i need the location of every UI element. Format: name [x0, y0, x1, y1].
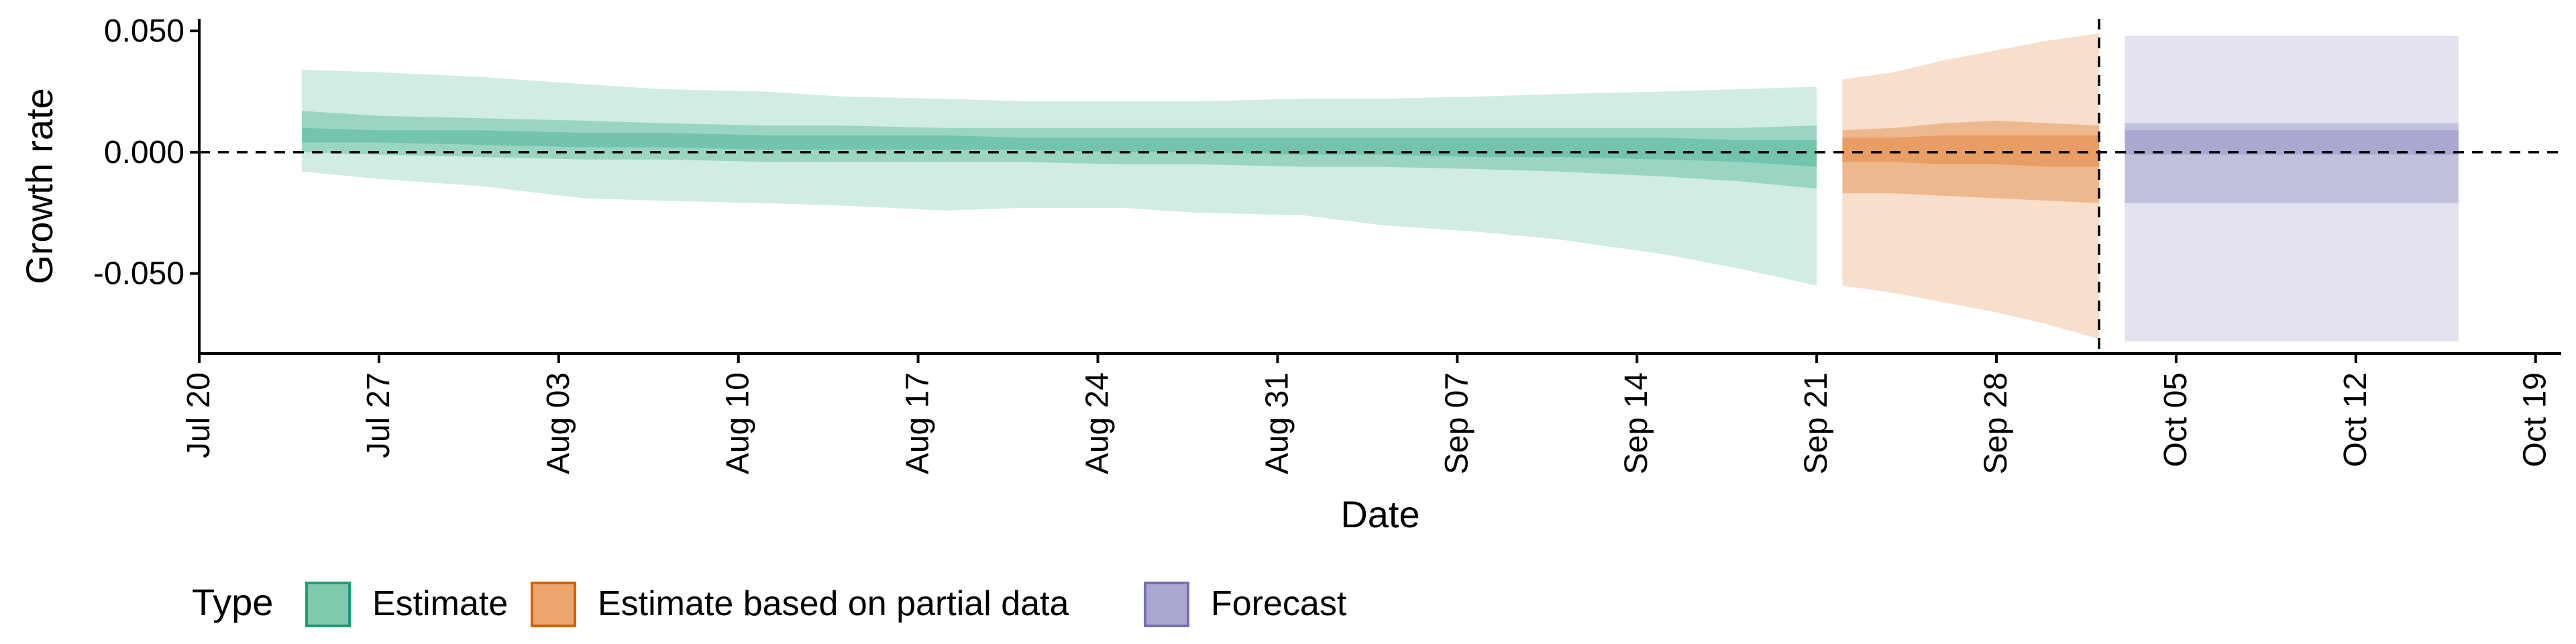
axes: -0.050 0.000 0.050 Jul 20 Jul 27 Aug 03 Aug 10… — [18, 13, 2561, 535]
x-tick-label: Aug 31 — [1259, 372, 1295, 474]
x-tick-label: Aug 24 — [1080, 372, 1116, 474]
x-tick-label: Sep 14 — [1619, 372, 1654, 474]
x-tick-label: Oct 05 — [2158, 372, 2194, 467]
band-outer-series-1 — [1842, 33, 2100, 339]
band-inner-series-1 — [1842, 135, 2100, 167]
x-tick-label: Aug 10 — [720, 372, 756, 474]
band-inner-series-0 — [302, 127, 1817, 167]
x-tick-label: Aug 17 — [900, 372, 936, 474]
x-tick-label: Sep 28 — [1978, 372, 2014, 474]
band-outer-series-2 — [2125, 36, 2459, 341]
band-mid-series-0 — [302, 111, 1817, 189]
band-outer-series-0 — [302, 69, 1817, 286]
legend-label: Estimate based on partial data — [598, 584, 1069, 623]
x-tick-label: Aug 03 — [541, 372, 576, 474]
x-tick-label: Oct 19 — [2518, 372, 2553, 467]
band-mid-series-1 — [1842, 120, 2100, 203]
y-tick-label: -0.050 — [93, 256, 184, 292]
x-tick-label: Oct 12 — [2338, 372, 2373, 467]
y-tick-label: 0.050 — [104, 13, 184, 49]
x-tick-label: Jul 27 — [361, 372, 396, 458]
x-axis-title: Date — [1340, 493, 1419, 535]
band-layer — [302, 33, 2459, 341]
legend-label: Forecast — [1211, 584, 1347, 623]
legend-label: Estimate — [372, 584, 508, 623]
x-tick-label: Sep 21 — [1799, 372, 1834, 474]
legend-key-0 — [305, 582, 351, 627]
band-inner-series-2 — [2125, 130, 2459, 155]
x-tick-label: Sep 07 — [1439, 372, 1474, 474]
x-tick-label: Jul 20 — [181, 372, 217, 458]
y-axis-title: Growth rate — [18, 88, 60, 284]
legend: Type Estimate Estimate based on partial da… — [192, 581, 1347, 627]
legend-key-2 — [1144, 582, 1189, 627]
y-tick-label: 0.000 — [104, 135, 184, 170]
legend-key-1 — [531, 582, 576, 627]
legend-title: Type — [192, 581, 273, 623]
band-mid-series-2 — [2125, 123, 2459, 203]
